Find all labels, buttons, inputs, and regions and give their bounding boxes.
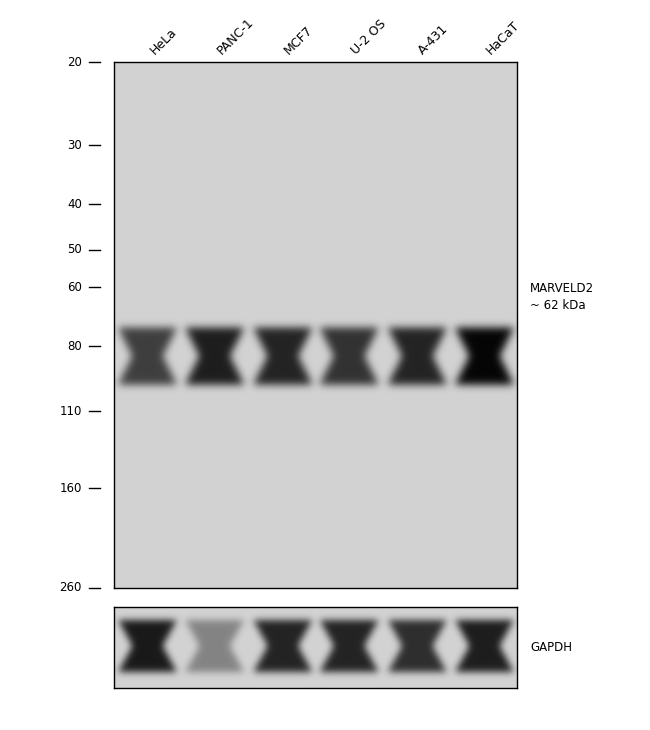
- Text: HaCaT: HaCaT: [484, 19, 522, 57]
- Text: U-2 OS: U-2 OS: [348, 18, 389, 57]
- Text: 30: 30: [67, 139, 82, 152]
- Text: HeLa: HeLa: [147, 26, 179, 57]
- Text: 20: 20: [67, 55, 82, 69]
- Text: 110: 110: [60, 405, 82, 418]
- Text: A-431: A-431: [416, 22, 451, 57]
- Text: GAPDH: GAPDH: [530, 641, 572, 654]
- Text: PANC-1: PANC-1: [214, 15, 256, 57]
- Text: MARVELD2
~ 62 kDa: MARVELD2 ~ 62 kDa: [530, 283, 594, 312]
- Text: MCF7: MCF7: [282, 23, 315, 57]
- Text: 50: 50: [67, 243, 82, 256]
- Text: 40: 40: [67, 198, 82, 210]
- Text: 260: 260: [60, 581, 82, 594]
- Text: 160: 160: [60, 482, 82, 495]
- Text: 60: 60: [67, 280, 82, 293]
- Text: 80: 80: [67, 339, 82, 353]
